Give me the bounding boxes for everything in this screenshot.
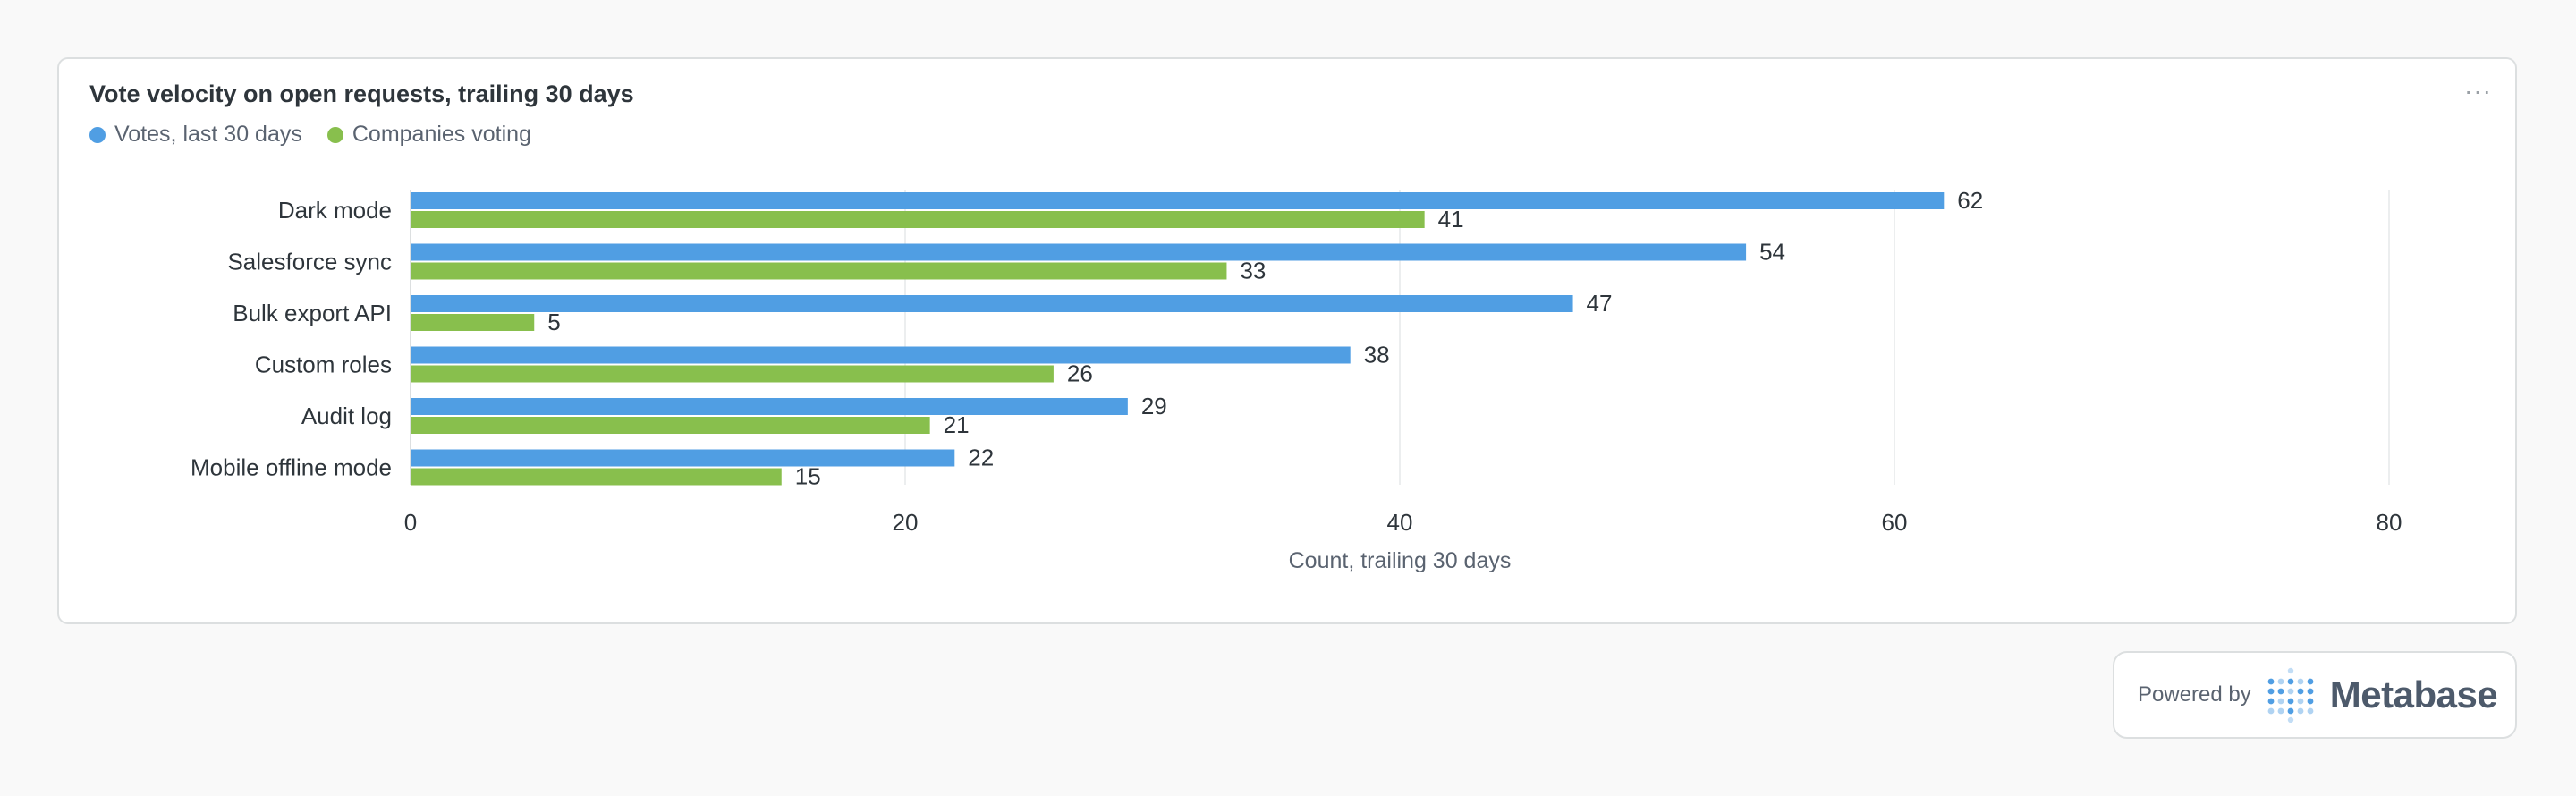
bar[interactable]	[411, 398, 1128, 415]
bar[interactable]	[411, 295, 1573, 312]
category-label: Salesforce sync	[227, 249, 392, 275]
bar[interactable]	[411, 243, 1747, 261]
data-label: 22	[968, 445, 994, 471]
category-label: Bulk export API	[233, 300, 392, 326]
powered-by-badge[interactable]: Powered by Metabase	[2113, 651, 2517, 739]
data-label: 15	[795, 463, 821, 490]
legend-item-companies[interactable]: Companies voting	[326, 122, 531, 148]
data-label: 54	[1759, 239, 1785, 266]
bar[interactable]	[411, 314, 535, 331]
category-label: Mobile offline mode	[191, 454, 392, 481]
ellipsis-icon[interactable]: ···	[2464, 77, 2492, 105]
legend-label: Votes, last 30 days	[114, 122, 302, 147]
category-label: Custom roles	[255, 351, 392, 378]
data-label: 41	[1438, 206, 1464, 233]
data-label: 21	[944, 411, 970, 438]
bar[interactable]	[411, 365, 1054, 383]
data-label: 33	[1240, 258, 1266, 284]
chart-card: Vote velocity on open requests, trailing…	[57, 57, 2517, 624]
metabase-logo-icon	[2267, 667, 2314, 723]
bar[interactable]	[411, 468, 782, 486]
chart-legend: Votes, last 30 days Companies voting	[89, 122, 531, 148]
data-label: 62	[1957, 187, 1983, 214]
legend-dot-icon	[326, 126, 343, 143]
bar[interactable]	[411, 192, 1945, 209]
data-label: 38	[1364, 342, 1390, 368]
data-label: 47	[1587, 290, 1613, 317]
legend-label: Companies voting	[352, 122, 531, 147]
x-tick-label: 80	[2377, 509, 2402, 536]
metabase-wordmark: Metabase	[2329, 673, 2498, 716]
legend-item-votes[interactable]: Votes, last 30 days	[89, 122, 302, 148]
legend-dot-icon	[89, 126, 106, 143]
bar[interactable]	[411, 346, 1351, 364]
bar[interactable]	[411, 449, 955, 467]
category-label: Dark mode	[278, 197, 392, 224]
x-tick-label: 60	[1882, 509, 1908, 536]
card-title: Vote velocity on open requests, trailing…	[89, 80, 634, 107]
bar[interactable]	[411, 211, 1425, 228]
x-tick-label: 20	[893, 509, 919, 536]
data-label: 29	[1141, 393, 1167, 419]
data-label: 5	[547, 309, 560, 335]
bar-chart: 0 20 40 60 80 62 41 Dark mode 54 33 Salesforce syn…	[191, 187, 2402, 573]
data-label: 26	[1067, 360, 1093, 387]
x-axis-title: Count, trailing 30 days	[1289, 548, 1512, 573]
bar[interactable]	[411, 417, 930, 434]
category-label: Audit log	[301, 402, 392, 429]
x-tick-label: 0	[404, 509, 417, 536]
bar[interactable]	[411, 262, 1227, 280]
x-tick-label: 40	[1387, 509, 1413, 536]
powered-by-text: Powered by	[2138, 682, 2251, 707]
